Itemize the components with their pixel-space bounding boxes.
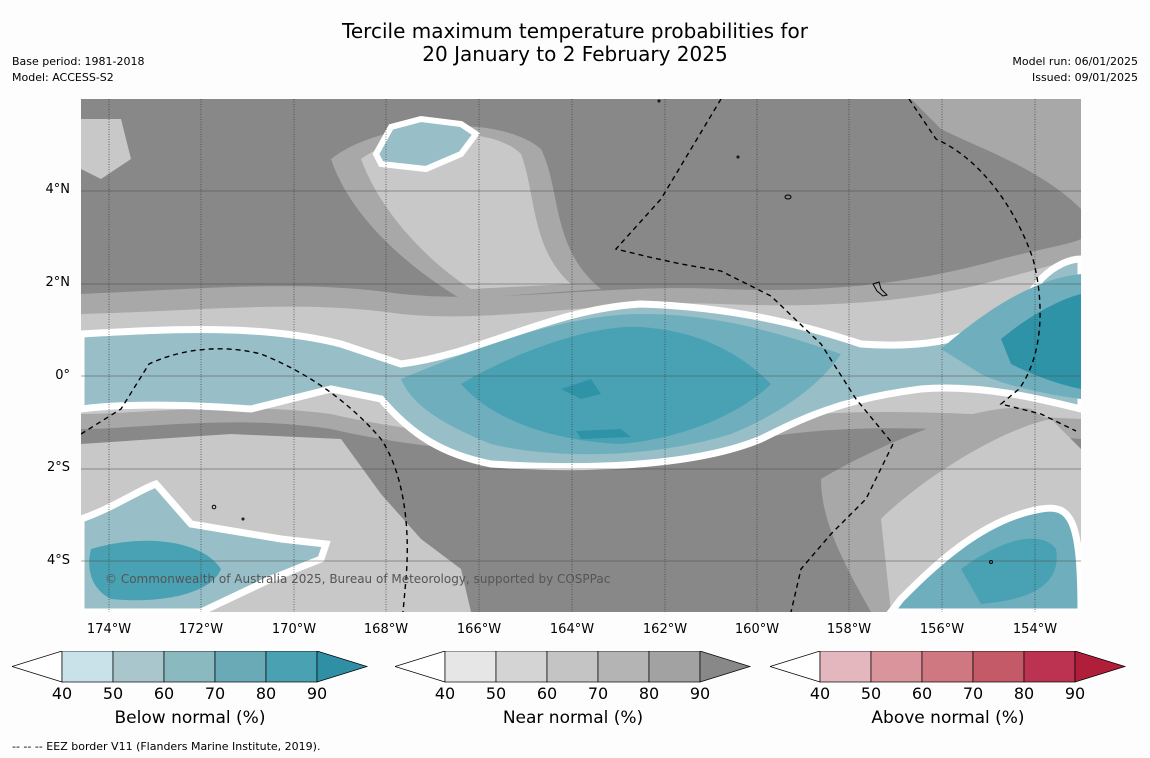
island	[989, 560, 993, 564]
colorbar-segment	[870, 651, 923, 683]
colorbar-extend-high	[1074, 651, 1127, 683]
lon-label: 166°W	[456, 622, 502, 637]
lon-label: 172°W	[178, 622, 224, 637]
below-normal-north-patch	[372, 115, 481, 173]
island-kiritimati	[872, 281, 888, 297]
below-normal-se-core	[961, 538, 1057, 604]
meta-right: Model run: 06/01/2025 Issued: 09/01/2025	[1012, 54, 1138, 86]
below-normal-core-deep-b	[576, 429, 631, 439]
colorbar-tick-label: 80	[638, 684, 660, 703]
colorbar-segment	[495, 651, 548, 683]
lon-label: 170°W	[271, 622, 317, 637]
colorbar-title-above: Above normal (%)	[871, 708, 1025, 728]
colorbar-title-near: Near normal (%)	[502, 708, 644, 728]
colorbar-segment	[1023, 651, 1076, 683]
colorbar-tick-label: 80	[1013, 684, 1035, 703]
colorbar-extend-low	[395, 651, 446, 683]
colorbar-title-below: Below normal (%)	[114, 708, 266, 728]
island	[736, 155, 740, 159]
colorbar-tick-label: 60	[153, 684, 175, 703]
base-period-text: Base period: 1981-2018	[12, 55, 145, 68]
eez-border-west	[81, 348, 408, 612]
colorbar-segment	[921, 651, 974, 683]
colorbar-below-normal	[12, 651, 369, 683]
colorbar-tick-label: 50	[102, 684, 124, 703]
colorbar-tick-label: 70	[587, 684, 609, 703]
colorbar-extend-low	[12, 651, 63, 683]
below-normal-core-mid	[461, 326, 771, 444]
below-normal-east-deep	[1001, 294, 1081, 389]
lat-label: 4°N	[45, 182, 71, 197]
colorbar-tick-label: 60	[911, 684, 933, 703]
colorbar-segment	[444, 651, 497, 683]
lon-label: 158°W	[826, 622, 872, 637]
island	[784, 194, 792, 200]
colorbar-tick-label: 90	[1064, 684, 1086, 703]
colorbar-segment	[265, 651, 318, 683]
copyright-text: © Commonwealth of Australia 2025, Bureau…	[105, 572, 611, 586]
colorbar-tick-label: 80	[255, 684, 277, 703]
colorbar-tick-label: 40	[809, 684, 831, 703]
colorbar-tick-label: 90	[306, 684, 328, 703]
eez-border-central	[614, 99, 894, 612]
lon-label: 162°W	[642, 622, 688, 637]
colorbar-segment	[112, 651, 165, 683]
probability-map	[81, 99, 1081, 612]
colorbar-tick-label: 60	[536, 684, 558, 703]
island	[657, 99, 661, 103]
colorbar-segment	[597, 651, 650, 683]
colorbar-tick-label: 40	[51, 684, 73, 703]
lon-label: 156°W	[919, 622, 965, 637]
colorbar-segment	[214, 651, 267, 683]
island	[241, 517, 245, 521]
colorbar-tick-label: 90	[689, 684, 711, 703]
longitude-gridlines	[108, 99, 1036, 612]
issued-text: Issued: 09/01/2025	[1031, 71, 1138, 84]
below-normal-core-deep-a	[561, 379, 601, 399]
lon-label: 154°W	[1012, 622, 1058, 637]
colorbar-segment	[819, 651, 872, 683]
lat-label: 0°	[55, 368, 70, 383]
chart-title-line1: Tercile maximum temperature probabilitie…	[342, 19, 808, 43]
colorbar-segment	[972, 651, 1025, 683]
colorbar-segment	[546, 651, 599, 683]
chart-title-line2: 20 January to 2 February 2025	[422, 42, 728, 66]
lon-label: 174°W	[86, 622, 132, 637]
colorbar-segment	[648, 651, 701, 683]
colorbar-segment	[61, 651, 114, 683]
lat-label: 4°S	[46, 553, 70, 568]
colorbar-segment	[163, 651, 216, 683]
lat-label: 2°S	[46, 460, 70, 475]
model-run-text: Model run: 06/01/2025	[1012, 55, 1138, 68]
near-normal-west-patch	[81, 119, 131, 179]
latitude-gridlines	[81, 190, 1081, 562]
colorbar-extend-low	[770, 651, 821, 683]
colorbar-tick-label: 40	[434, 684, 456, 703]
colorbar-tick-label: 50	[485, 684, 507, 703]
model-text: Model: ACCESS-S2	[12, 71, 114, 84]
colorbar-tick-label: 70	[962, 684, 984, 703]
near-normal-north-light	[361, 133, 571, 289]
islands	[211, 99, 993, 564]
lat-label: 2°N	[45, 275, 71, 290]
colorbar-extend-high	[699, 651, 752, 683]
colorbar-tick-label: 50	[860, 684, 882, 703]
colorbar-near-normal	[395, 651, 752, 683]
eez-borders	[81, 99, 1077, 612]
colorbar-extend-high	[316, 651, 369, 683]
lon-label: 168°W	[363, 622, 409, 637]
eez-legend-footnote: -- -- -- EEZ border V11 (Flanders Marine…	[12, 740, 321, 753]
lon-label: 160°W	[734, 622, 780, 637]
colorbar-tick-label: 70	[204, 684, 226, 703]
near-normal-ne-patch	[911, 99, 1081, 209]
eez-border-east	[908, 99, 1077, 432]
below-normal-sw-core	[89, 540, 222, 601]
island	[211, 504, 217, 510]
lon-label: 164°W	[549, 622, 595, 637]
colorbar-above-normal	[770, 651, 1127, 683]
meta-left: Base period: 1981-2018 Model: ACCESS-S2	[12, 54, 144, 86]
